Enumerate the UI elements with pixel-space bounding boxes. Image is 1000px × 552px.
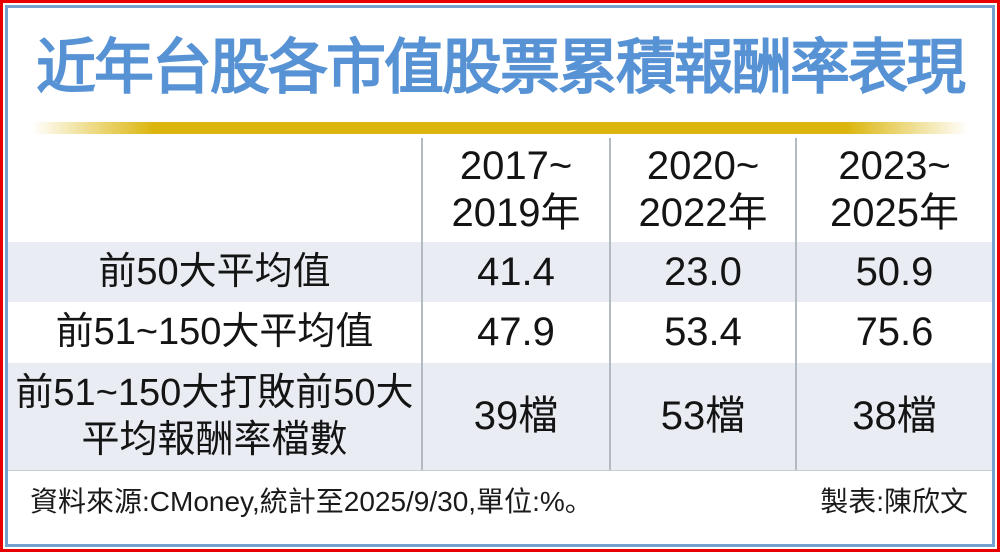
page-title: 近年台股各市值股票累積報酬率表現 bbox=[36, 34, 966, 101]
header-line: 2019年 bbox=[451, 191, 581, 235]
value-cell-top50-2020: 23.0 bbox=[609, 242, 795, 302]
value-cell-beatcount-2017: 39檔 bbox=[421, 363, 609, 470]
header-line: 2022年 bbox=[638, 191, 768, 235]
returns-table: 2017~ 2019年 2020~ 2022年 2023~ 2025年 前50大… bbox=[8, 138, 992, 471]
corner-cell bbox=[8, 138, 421, 242]
row-label-line: 前51~150大打敗前50大 bbox=[15, 371, 414, 414]
column-header-2020-2022: 2020~ 2022年 bbox=[609, 138, 795, 242]
value-cell-51to150-2020: 53.4 bbox=[609, 302, 795, 363]
value-cell-beatcount-2020: 53檔 bbox=[609, 363, 795, 470]
value-cell-51to150-2017: 47.9 bbox=[421, 302, 609, 363]
header-line: 2017~ bbox=[459, 144, 573, 188]
row-label-top50-average: 前50大平均值 bbox=[8, 242, 421, 302]
content-area: 近年台股各市值股票累積報酬率表現 2017~ 2019年 2020~ 2022年… bbox=[5, 5, 995, 547]
row-label-line: 平均報酬率檔數 bbox=[81, 418, 348, 461]
value-cell-51to150-2023: 75.6 bbox=[795, 302, 992, 363]
value-cell-top50-2023: 50.9 bbox=[795, 242, 992, 302]
column-header-2023-2025: 2023~ 2025年 bbox=[795, 138, 992, 242]
footer-notes: 資料來源:CMoney,統計至2025/9/30,單位:%。 製表:陳欣文 bbox=[8, 480, 992, 520]
header-line: 2020~ bbox=[646, 144, 760, 188]
credit-note: 製表:陳欣文 bbox=[820, 486, 968, 517]
column-header-2017-2019: 2017~ 2019年 bbox=[421, 138, 609, 242]
header-line: 2023~ bbox=[838, 144, 951, 188]
title-underline-bar bbox=[32, 122, 968, 134]
value-cell-beatcount-2023: 38檔 bbox=[795, 363, 992, 470]
row-label-beat-count: 前51~150大打敗前50大 平均報酬率檔數 bbox=[8, 363, 421, 470]
source-note: 資料來源:CMoney,統計至2025/9/30,單位:%。 bbox=[30, 486, 593, 517]
header-line: 2025年 bbox=[830, 191, 959, 235]
row-label-51to150-average: 前51~150大平均值 bbox=[55, 311, 374, 353]
value-cell-top50-2017: 41.4 bbox=[421, 242, 609, 302]
